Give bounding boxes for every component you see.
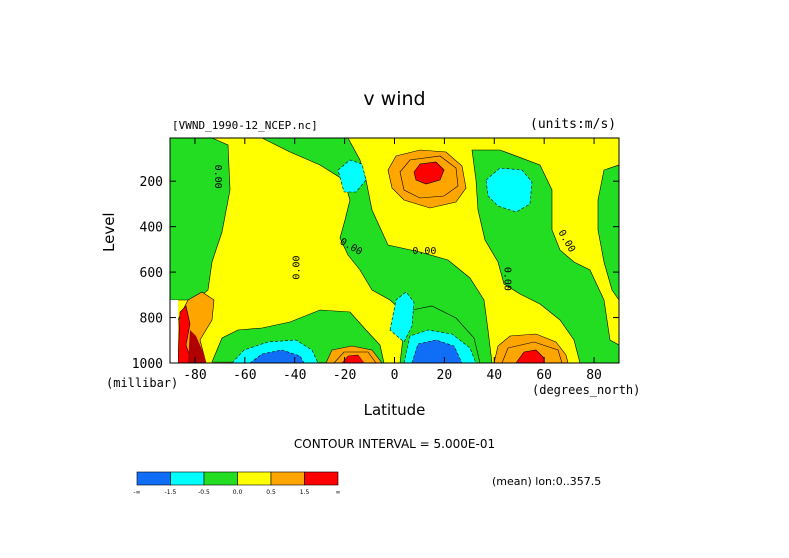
legend-level-label: ∞ [336, 489, 341, 496]
x-axis-units: (degrees_north) [532, 383, 641, 397]
legend-swatch [170, 471, 205, 486]
legend-swatch [304, 471, 339, 486]
y-axis: 200 400 600 800 1000 [132, 175, 619, 372]
legend-swatch [237, 471, 272, 486]
y-tick-label: 1000 [132, 357, 163, 372]
contour-line [399, 155, 459, 199]
x-tick-label: -40 [283, 368, 306, 383]
contour-interval-label: CONTOUR INTERVAL = 5.000E-01 [293, 437, 496, 451]
legend-level-label: -∞ [133, 489, 140, 496]
colorbar-legend: -∞ -1.5 -0.5 0.0 0.5 1.5 ∞ [133, 471, 341, 496]
wind-field [170, 138, 619, 363]
x-tick-label: 0 [391, 368, 399, 383]
x-tick-label: -20 [333, 368, 356, 383]
x-tick-label: -80 [183, 368, 206, 383]
field-region-red [177, 305, 193, 363]
field-region-orange [493, 333, 569, 363]
contour-line [333, 351, 377, 363]
legend-level-label: 0.5 [266, 489, 276, 496]
x-tick-label: 60 [536, 368, 552, 383]
x-tick-label: -60 [233, 368, 256, 383]
contour-label: 0.00 [412, 246, 436, 257]
x-tick-label: 40 [486, 368, 502, 383]
y-axis-title: Level [100, 212, 118, 252]
source-file-label: [VWND_1990-12_NCEP.nc] [172, 119, 318, 132]
legend-level-label: 1.5 [300, 489, 310, 496]
field-region-dark [188, 330, 206, 363]
field-region-cyan [389, 291, 415, 343]
y-axis-units: (millibar) [106, 376, 179, 390]
legend-swatch [136, 471, 171, 486]
contour-line [501, 341, 563, 363]
mean-longitude-label: (mean) lon:0..357.5 [492, 475, 602, 488]
units-label: (units:m/s) [530, 117, 617, 132]
x-axis-title: Latitude [363, 401, 426, 419]
legend-level-label: -0.5 [198, 489, 210, 496]
y-tick-label: 600 [140, 266, 163, 281]
field-region-cyan [485, 167, 533, 213]
y-tick-label: 800 [140, 312, 163, 327]
legend-swatch [203, 471, 238, 486]
field-region-orange [325, 345, 383, 363]
field-region-negative [597, 164, 619, 301]
field-region-red [341, 354, 365, 363]
x-tick-label: 80 [586, 368, 602, 383]
field-region-cyan [337, 159, 367, 193]
y-tick-label: 400 [140, 221, 163, 236]
legend-level-label: 0.0 [233, 489, 243, 496]
y-tick-label: 200 [140, 175, 163, 190]
contour-label: 0.00 [292, 255, 303, 279]
legend-swatch [270, 471, 305, 486]
field-missing [170, 300, 178, 363]
field-region-blue [411, 339, 463, 363]
field-region-blue [249, 349, 305, 363]
contour-label: 0.00 [501, 267, 512, 291]
x-axis: -80 -60 -40 -20 0 20 40 60 80 [183, 138, 602, 383]
contour-label: 0.00 [212, 165, 223, 189]
field-region-red [413, 161, 445, 185]
chart-title: v wind [363, 88, 426, 110]
legend-level-label: -1.5 [165, 489, 177, 496]
field-region-red [515, 349, 545, 363]
x-tick-label: 20 [437, 368, 453, 383]
